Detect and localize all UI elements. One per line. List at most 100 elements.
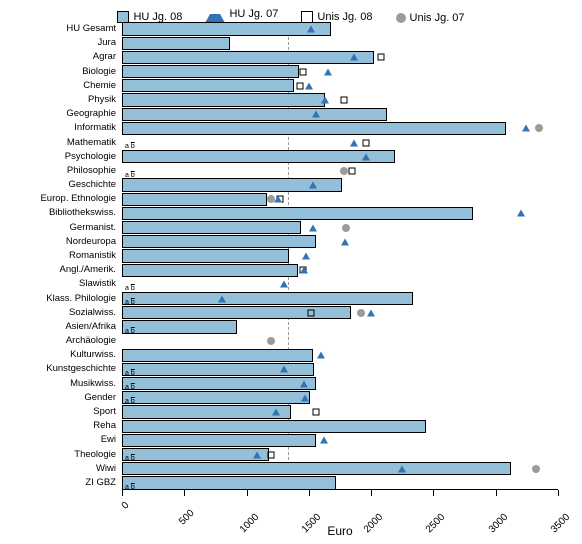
bar bbox=[122, 235, 316, 248]
x-tick-mark bbox=[496, 490, 497, 496]
bar bbox=[122, 306, 351, 319]
marker-unis08 bbox=[340, 97, 347, 104]
plot-area: HU GesamtJuraAgrarBiologieChemiePhysikGe… bbox=[122, 22, 558, 490]
row: Musikwiss.a b bbox=[122, 377, 558, 390]
row: Ewi bbox=[122, 434, 558, 447]
marker-hu07 bbox=[350, 54, 358, 61]
bar bbox=[122, 476, 336, 489]
x-tick-label: 0 bbox=[120, 500, 132, 512]
category-label: Geschichte bbox=[68, 179, 122, 190]
bar bbox=[122, 65, 299, 78]
marker-hu07 bbox=[280, 366, 288, 373]
marker-unis07 bbox=[267, 337, 275, 345]
legend-item-hu07: HU Jg. 07 bbox=[205, 4, 278, 23]
bar bbox=[122, 420, 426, 433]
x-tick-label-wrap: 3000 bbox=[502, 496, 526, 520]
marker-hu07 bbox=[309, 224, 317, 231]
marker-hu07 bbox=[350, 139, 358, 146]
category-label: Physik bbox=[88, 94, 122, 105]
row: Europ. Ethnologie bbox=[122, 193, 558, 206]
bar bbox=[122, 249, 289, 262]
marker-hu07 bbox=[302, 253, 310, 260]
row: HU Gesamt bbox=[122, 22, 558, 35]
bar bbox=[122, 377, 316, 390]
category-label: Gender bbox=[84, 392, 122, 403]
category-label: Geographie bbox=[66, 108, 122, 119]
row: Gendera b bbox=[122, 391, 558, 404]
footnote-ab: a b bbox=[125, 370, 135, 377]
row: Chemie bbox=[122, 79, 558, 92]
marker-hu07 bbox=[312, 111, 320, 118]
marker-unis08 bbox=[363, 139, 370, 146]
marker-unis07 bbox=[532, 465, 540, 473]
category-label: Bibliothekswiss. bbox=[49, 208, 122, 219]
category-label: Jura bbox=[98, 37, 122, 48]
category-label: Romanistik bbox=[69, 250, 122, 261]
category-label: Musikwiss. bbox=[70, 378, 122, 389]
category-label: Germanist. bbox=[70, 222, 122, 233]
footnote-ab: a b bbox=[125, 285, 135, 292]
legend-triangle-icon bbox=[205, 4, 225, 23]
category-label: Klass. Philologie bbox=[46, 293, 122, 304]
x-axis-line bbox=[122, 489, 558, 490]
marker-unis08 bbox=[268, 451, 275, 458]
footnote-ab: a b bbox=[125, 398, 135, 405]
marker-hu07 bbox=[309, 182, 317, 189]
category-label: Agrar bbox=[93, 52, 122, 63]
marker-hu07 bbox=[398, 465, 406, 472]
row: Kunstgeschichtea b bbox=[122, 363, 558, 376]
row: Jura bbox=[122, 37, 558, 50]
category-label: Sozialwiss. bbox=[69, 307, 122, 318]
x-tick-mark bbox=[433, 490, 434, 496]
footnote-ab: a b bbox=[125, 172, 135, 179]
category-label: Biologie bbox=[82, 66, 122, 77]
category-label: HU Gesamt bbox=[66, 23, 122, 34]
bar bbox=[122, 391, 310, 404]
marker-hu07 bbox=[253, 451, 261, 458]
x-tick-mark bbox=[371, 490, 372, 496]
bar bbox=[122, 264, 298, 277]
category-label: ZI GBZ bbox=[85, 477, 122, 488]
footnote-ab: a b bbox=[125, 328, 135, 335]
x-tick-label-wrap: 1000 bbox=[253, 496, 277, 520]
x-tick-label-wrap: 1500 bbox=[315, 496, 339, 520]
bar bbox=[122, 207, 473, 220]
category-label: Sport bbox=[93, 406, 122, 417]
category-label: Informatik bbox=[74, 123, 122, 134]
marker-unis07 bbox=[340, 167, 348, 175]
row: Agrar bbox=[122, 51, 558, 64]
bar bbox=[122, 150, 395, 163]
marker-unis08 bbox=[308, 309, 315, 316]
marker-unis08 bbox=[349, 167, 356, 174]
x-tick-mark bbox=[247, 490, 248, 496]
row: Archäologie bbox=[122, 334, 558, 347]
row: Asien/Afrikaa b bbox=[122, 320, 558, 333]
x-axis-label: Euro bbox=[122, 524, 558, 538]
x-tick-mark bbox=[558, 490, 559, 496]
footnote-ab: a b bbox=[125, 384, 135, 391]
category-label: Philosophie bbox=[67, 165, 122, 176]
category-label: Psychologie bbox=[65, 151, 122, 162]
category-label: Ewi bbox=[101, 435, 122, 446]
x-tick-mark bbox=[122, 490, 123, 496]
x-tick-label-wrap: 0 bbox=[124, 496, 136, 508]
bar bbox=[122, 79, 294, 92]
marker-hu07 bbox=[317, 352, 325, 359]
marker-hu07 bbox=[274, 196, 282, 203]
category-label: Mathematik bbox=[67, 137, 122, 148]
x-tick-mark bbox=[309, 490, 310, 496]
category-label: Asien/Afrika bbox=[65, 321, 122, 332]
marker-hu07 bbox=[272, 409, 280, 416]
bar bbox=[122, 122, 506, 135]
category-label: Kunstgeschichte bbox=[46, 364, 122, 375]
category-label: Chemie bbox=[83, 80, 122, 91]
row: Biologie bbox=[122, 65, 558, 78]
row: Geographie bbox=[122, 108, 558, 121]
bar bbox=[122, 320, 237, 333]
marker-hu07 bbox=[324, 68, 332, 75]
marker-unis07 bbox=[535, 124, 543, 132]
category-label: Angl./Amerik. bbox=[60, 264, 123, 275]
marker-unis08 bbox=[299, 68, 306, 75]
row: Sport bbox=[122, 405, 558, 418]
bar bbox=[122, 37, 230, 50]
